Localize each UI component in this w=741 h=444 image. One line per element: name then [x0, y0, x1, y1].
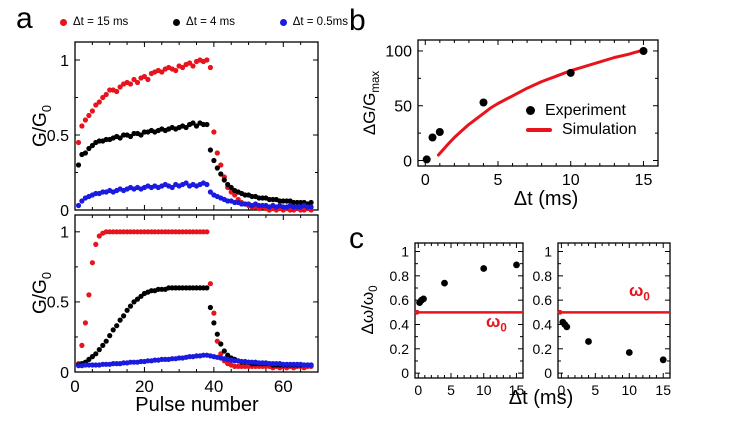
experiment-dot-icon [526, 106, 535, 115]
legend-label: Δt = 15 ms [73, 16, 129, 28]
b-simulation-series [436, 48, 645, 157]
x-tick-label: 15 [655, 382, 671, 398]
x-tick-label: 5 [591, 382, 599, 398]
simulation-line-icon [526, 127, 552, 132]
y-tick-label: 0.2 [390, 341, 410, 357]
reference-line-end-dot [557, 309, 563, 315]
axis-label-y-a-bottom: G/G0 [30, 271, 54, 315]
axes-frame [417, 39, 659, 167]
y-tick-label: 0.8 [390, 268, 410, 284]
x-tick-label: 40 [204, 377, 223, 396]
panel-b-legend: Experiment Simulation [526, 101, 637, 139]
x-tick-label: 15 [635, 172, 653, 189]
y-tick-label: 0.6 [390, 292, 410, 308]
axis-label-x-b: Δt (ms) [513, 188, 579, 210]
y-tick-label: 0.4 [390, 317, 410, 333]
chart-a_top: 00.51 [47, 41, 319, 220]
legend-label: Simulation [562, 120, 637, 138]
legend-label: Experiment [545, 101, 626, 119]
chart-c_right: 0 5 10 15 0 0.2 0.4 0.6 0.8 1 [533, 242, 671, 398]
y-tick-label: 0.4 [533, 317, 553, 333]
red-dot-icon [60, 18, 67, 26]
axis-ticks [74, 42, 319, 211]
chart-a_bottom: 0 20 40 60 0 0.5 1 [47, 214, 319, 396]
a_top-dt-05ms-series [75, 180, 314, 210]
legend-item-dt4: Δt = 4 ms [173, 16, 235, 28]
axes-frame [414, 242, 524, 379]
panel-c-label: c [349, 222, 364, 255]
y-tick-label: 50 [394, 98, 412, 115]
x-tick-label: 10 [562, 172, 580, 189]
x-tick-label: 5 [447, 382, 455, 398]
axes-frame [557, 242, 671, 379]
axis-ticks [415, 243, 524, 378]
x-tick-label: 15 [509, 382, 525, 398]
panel-a-legend: Δt = 15 ms Δt = 4 ms Δt = 0.5ms [60, 16, 348, 28]
legend-item-experiment: Experiment [526, 101, 637, 120]
a_bottom-dt-05ms-series [75, 352, 314, 369]
x-tick-label: 10 [476, 382, 492, 398]
axis-label-x-a: Pulse number [135, 394, 259, 416]
axis-label-y-c: Δω/ω0 [357, 285, 381, 335]
axis-label-y-a-top: G/G0 [30, 104, 54, 148]
blue-dot-icon [279, 18, 287, 26]
c_right-freq-shift-series [559, 318, 667, 364]
panel-b-label: b [349, 4, 366, 37]
y-tick-label: 0 [544, 365, 552, 381]
legend-item-dt05: Δt = 0.5ms [279, 16, 348, 28]
axis-ticks [418, 40, 659, 166]
chart-c_left: 0 5 10 15 0 0.2 0.4 0.6 0.8 1 [390, 242, 525, 398]
legend-label: Δt = 4 ms [186, 16, 235, 28]
c_left-freq-shift-series [416, 261, 520, 306]
y-tick-label: 1 [60, 225, 69, 242]
chart-b: 0 5 10 15 0 50 100 [385, 39, 659, 189]
y-tick-label: 0.8 [533, 268, 553, 284]
axis-ticks [74, 215, 319, 373]
y-tick-label: 0.5 [47, 295, 69, 312]
a_bottom-dt-15ms-series [75, 229, 314, 371]
legend-item-dt15: Δt = 15 ms [60, 16, 128, 28]
y-tick-label: 0 [60, 203, 69, 220]
omega-label-left: ω0 [486, 312, 507, 335]
x-tick-label: 5 [494, 172, 503, 189]
x-tick-label: 0 [421, 172, 430, 189]
x-tick-label: 20 [135, 377, 154, 396]
y-tick-label: 0.2 [533, 341, 553, 357]
y-tick-label: 1 [60, 53, 69, 70]
y-tick-label: 0 [60, 365, 69, 382]
axes-frame [74, 214, 319, 373]
black-dot-icon [173, 18, 181, 26]
x-tick-label: 0 [414, 382, 422, 398]
x-tick-label: 10 [621, 382, 637, 398]
y-tick-label: 1 [401, 244, 409, 260]
legend-label: Δt = 0.5ms [292, 16, 348, 28]
axis-label-y-b: ΔG/Gmax [359, 70, 383, 136]
y-tick-label: 0 [401, 365, 409, 381]
panel-a-label: a [16, 2, 33, 35]
axis-ticks [558, 243, 671, 378]
x-tick-label: 0 [557, 382, 565, 398]
omega-label-right: ω0 [629, 281, 650, 304]
y-tick-label: 1 [544, 244, 552, 260]
x-tick-label: 60 [274, 377, 293, 396]
legend-item-simulation: Simulation [526, 120, 637, 139]
axis-label-x-c: Δt (ms) [508, 387, 574, 409]
b-experiment-series [422, 47, 648, 164]
y-tick-label: 0.5 [47, 128, 69, 145]
reference-line-end-dot [414, 309, 420, 315]
y-tick-label: 0 [403, 153, 412, 170]
y-tick-label: 0.6 [533, 292, 553, 308]
y-tick-label: 100 [385, 44, 412, 61]
a_top-dt-4ms-series [75, 120, 314, 207]
x-tick-label: 0 [70, 377, 79, 396]
